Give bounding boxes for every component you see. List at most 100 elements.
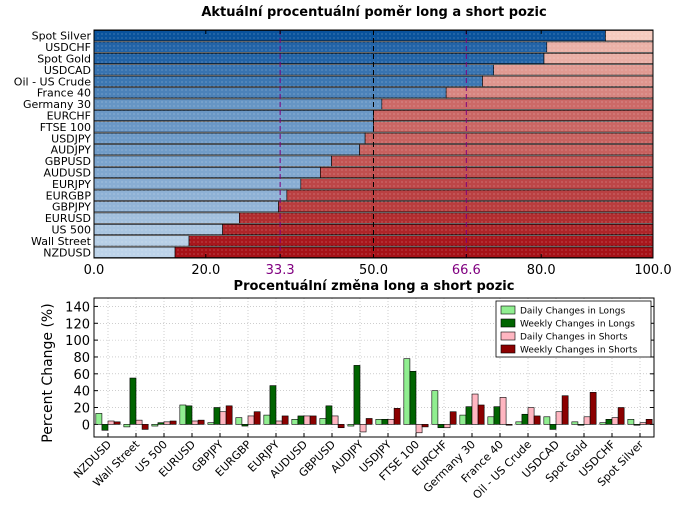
bottom-chart-title: Procentuální změna long a short pozic xyxy=(234,279,515,294)
change-bar xyxy=(197,419,205,425)
change-bar xyxy=(599,422,607,425)
change-bar xyxy=(309,415,317,425)
change-bar xyxy=(549,424,557,430)
change-bar xyxy=(633,424,641,426)
change-bar xyxy=(393,408,401,425)
category-label: FTSE 100 xyxy=(40,121,91,134)
change-bar xyxy=(151,424,159,427)
x-tick-label: 20.0 xyxy=(191,263,220,278)
change-bar xyxy=(337,424,345,429)
change-bar xyxy=(281,415,289,425)
category-label: AUDJPY xyxy=(51,144,92,157)
category-label: GBPUSD xyxy=(45,155,91,168)
change-bar xyxy=(521,413,529,425)
change-bar xyxy=(381,419,389,425)
category-label: USDCHF xyxy=(45,41,91,54)
change-bar xyxy=(129,377,137,425)
category-label: Germany 30 xyxy=(23,98,91,111)
y-tick-label: 140 xyxy=(65,300,90,315)
change-bar xyxy=(527,407,535,425)
change-bar xyxy=(431,390,439,425)
change-bar xyxy=(247,415,255,425)
category-label: Wall Street xyxy=(31,235,92,248)
category-label: Spot Silver xyxy=(32,30,92,43)
change-bar xyxy=(443,424,451,429)
change-bar xyxy=(185,405,193,425)
change-bar xyxy=(645,419,653,425)
change-bar xyxy=(477,404,485,425)
change-bar xyxy=(409,370,417,425)
change-bar xyxy=(611,417,619,425)
legend-swatch xyxy=(500,344,516,354)
x-tick-label: 100.0 xyxy=(634,263,671,278)
change-bar xyxy=(191,420,199,425)
change-bar xyxy=(291,419,299,425)
category-label: US 500 xyxy=(51,224,91,237)
change-bar xyxy=(487,416,495,425)
change-bar xyxy=(219,411,227,425)
change-bar xyxy=(135,419,143,425)
legend-swatch xyxy=(500,305,516,315)
change-bar xyxy=(113,421,121,425)
change-bar xyxy=(213,407,221,425)
change-bar xyxy=(577,424,585,426)
change-bar xyxy=(275,420,283,425)
category-label: USDCAD xyxy=(44,64,91,77)
change-bar xyxy=(543,416,551,425)
y-tick-label: 40 xyxy=(73,385,90,400)
category-label: EURCHF xyxy=(47,110,91,123)
change-bar xyxy=(319,418,327,425)
category-label: EURGBP xyxy=(46,189,92,202)
change-bar xyxy=(437,424,445,429)
legend-swatch xyxy=(500,331,516,341)
change-bar xyxy=(449,411,457,425)
change-bar xyxy=(353,365,361,425)
change-bar xyxy=(163,421,171,425)
y-tick-label: 80 xyxy=(73,351,90,366)
change-bar xyxy=(179,404,187,425)
change-bar xyxy=(421,424,429,428)
change-bar xyxy=(269,385,277,425)
legend-label: Daily Changes in Longs xyxy=(520,307,625,317)
x-tick-label: 33.3 xyxy=(266,263,295,278)
change-bar xyxy=(141,424,149,430)
y-tick-label: 20 xyxy=(73,402,90,417)
change-bar xyxy=(493,406,501,425)
legend-swatch xyxy=(500,318,516,328)
change-bar xyxy=(123,424,131,428)
change-bar xyxy=(325,405,333,425)
change-bar xyxy=(241,424,249,427)
change-bar xyxy=(627,419,635,425)
change-bar xyxy=(169,420,177,425)
change-bar xyxy=(499,397,507,425)
category-label: EURJPY xyxy=(52,178,91,191)
change-bar xyxy=(375,419,383,425)
x-tick-label: 50.0 xyxy=(359,263,388,278)
change-bar xyxy=(589,392,597,425)
y-tick-label: 100 xyxy=(65,334,90,349)
x-tick-label: 66.6 xyxy=(452,263,481,278)
y-tick-label: 120 xyxy=(65,317,90,332)
change-bar xyxy=(561,395,569,425)
change-bar xyxy=(347,424,355,427)
change-bar xyxy=(359,424,367,433)
change-bar xyxy=(365,418,373,425)
change-bar xyxy=(639,422,647,425)
x-tick-label: 80.0 xyxy=(527,263,556,278)
category-label: Oil - US Crude xyxy=(14,75,91,88)
change-bar xyxy=(297,415,305,425)
change-bar xyxy=(471,393,479,425)
y-tick-label: 0 xyxy=(82,418,90,433)
legend-label: Weekly Changes in Longs xyxy=(520,320,635,330)
change-bar xyxy=(403,358,411,425)
x-tick-label: 0.0 xyxy=(84,263,105,278)
legend-label: Weekly Changes in Shorts xyxy=(520,346,638,356)
top-chart-title: Aktuální procentuální poměr long a short… xyxy=(201,5,546,20)
change-bar xyxy=(533,415,541,425)
category-label: AUDUSD xyxy=(43,167,91,180)
change-bar xyxy=(253,411,261,425)
change-bar xyxy=(225,405,233,425)
